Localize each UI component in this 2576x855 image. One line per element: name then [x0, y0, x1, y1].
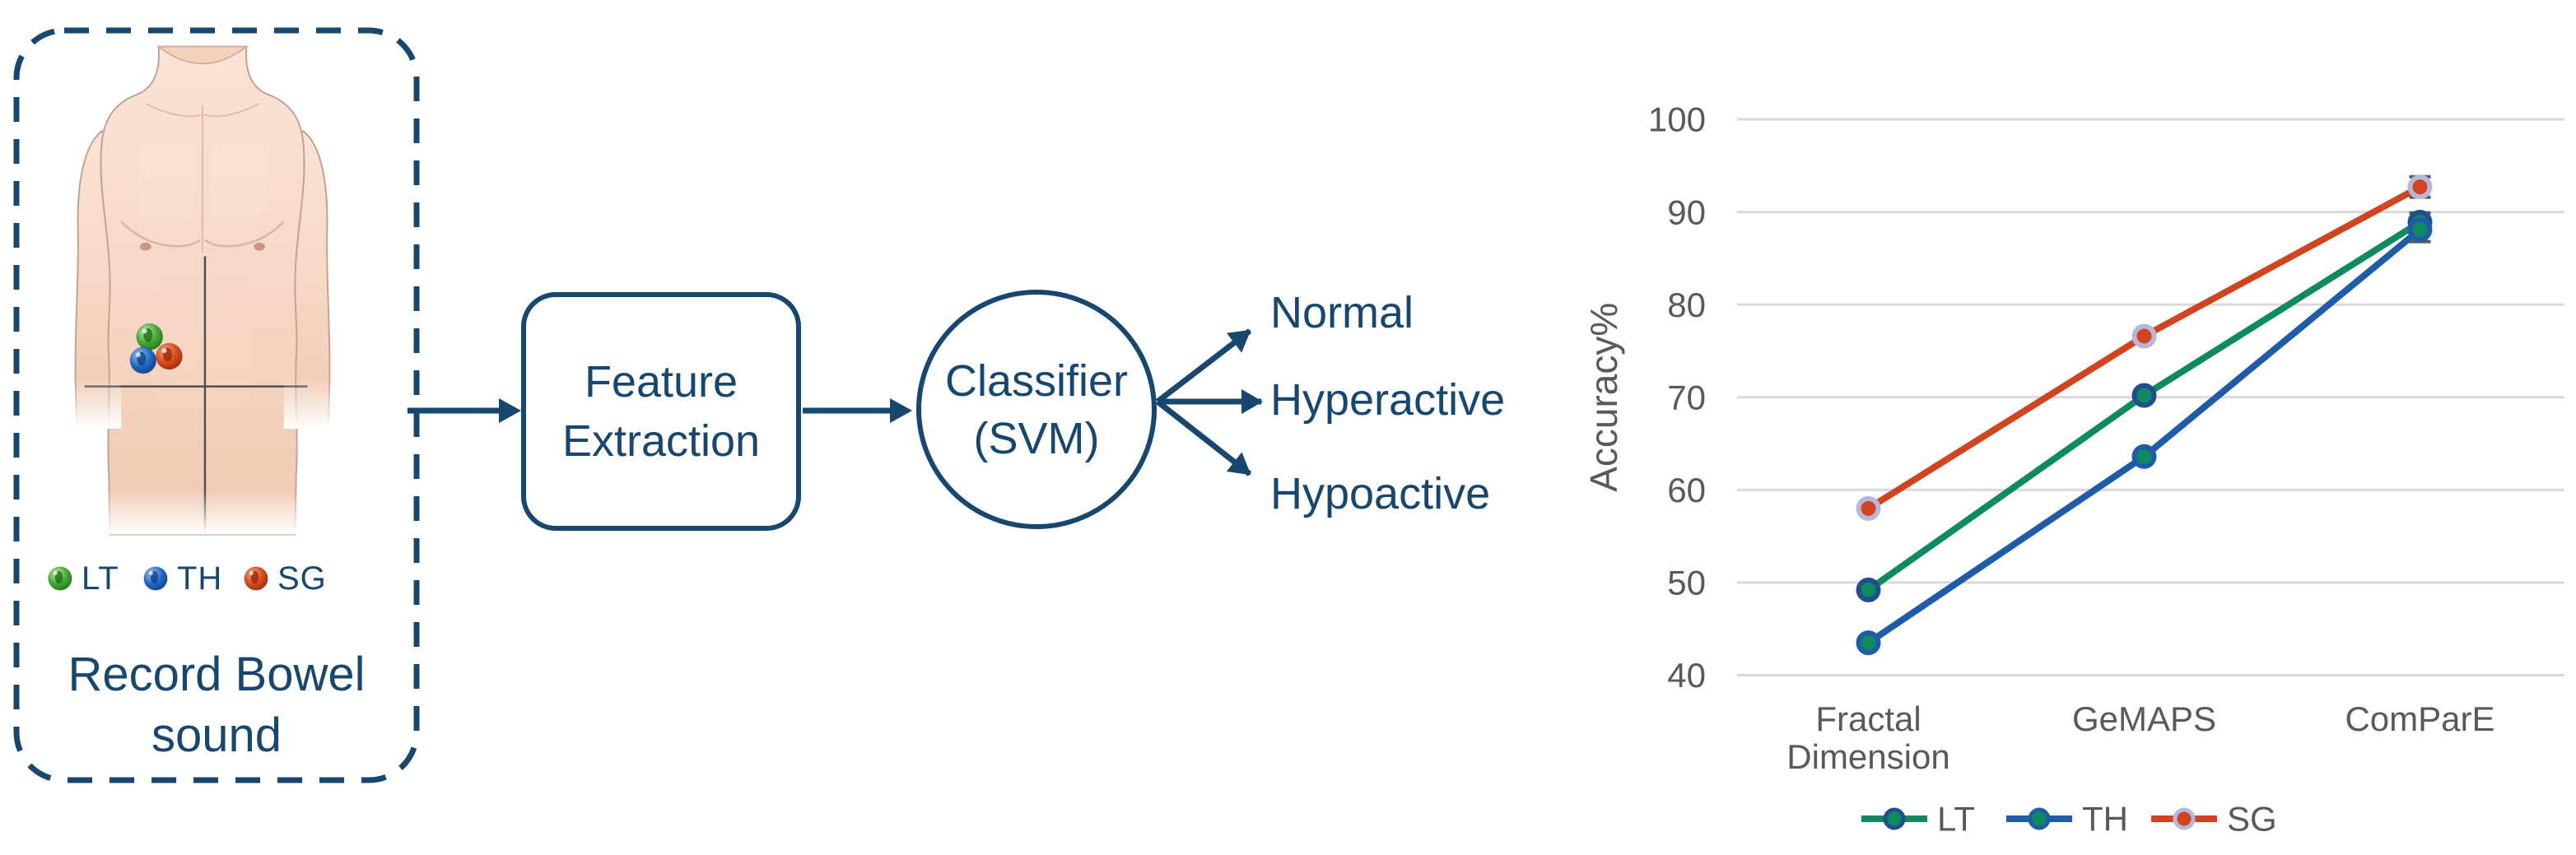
y-tick-label: 100 [1648, 100, 1706, 139]
x-category-label: Dimension [1786, 737, 1949, 776]
chest-highlight-right [210, 142, 267, 218]
legend-label-TH: TH [2082, 800, 2128, 839]
data-point-TH [1856, 630, 1881, 656]
legend-label-LT: LT [1937, 800, 1975, 839]
sensor-legend-item-sg: SG [242, 560, 327, 597]
classifier-output-arrows-icon [1155, 328, 1263, 476]
bottom-fade [64, 490, 341, 535]
y-axis-title: Accuracy% [1582, 303, 1625, 492]
pectoral-lines [120, 221, 285, 248]
feature-extraction-box: Feature Extraction [521, 292, 801, 531]
arm-fade-left [64, 378, 122, 429]
record-box-caption-line2: sound [151, 709, 282, 762]
collarbone-lines [145, 102, 260, 118]
output-label-hypoactive: Hypoactive [1270, 469, 1491, 518]
nipple-right [254, 242, 266, 251]
legend-marker-SG [2173, 807, 2196, 830]
data-point-SG [2407, 174, 2433, 200]
sensor-dot-th-on-body [129, 346, 157, 374]
sensor-label-lt: LT [82, 560, 119, 597]
feature-extraction-line2: Extraction [561, 416, 761, 466]
legend-label-SG: SG [2227, 800, 2277, 839]
y-tick-label: 40 [1667, 656, 1706, 695]
sg-sensor-dot-icon [244, 566, 268, 591]
th-sensor-dot-icon [143, 566, 168, 591]
x-category-label: Fractal [1815, 699, 1921, 738]
legend-marker-LT [1883, 807, 1906, 830]
sensor-label-th: TH [177, 560, 223, 597]
classifier-svm-circle: Classifier (SVM) [916, 290, 1157, 529]
y-tick-label: 80 [1667, 286, 1706, 324]
x-category-label: GeMAPS [2072, 699, 2216, 738]
abdomen-highlight [155, 278, 250, 409]
accuracy-chart: 40 50 60 70 80 90 100 Accuracy% FractalDimension… [1582, 100, 2564, 839]
nipple-left [139, 242, 151, 251]
neck-cut [156, 45, 249, 65]
record-bowel-sound-panel: LT TH SG Record Bowel sound [13, 27, 420, 784]
dashed-border [13, 27, 420, 783]
y-tick-label: 60 [1667, 471, 1706, 509]
dashed-border-rect [13, 27, 420, 783]
torso-illustration [64, 45, 341, 536]
data-point-LT [1856, 577, 1881, 602]
sensor-legend-item-th: TH [142, 560, 222, 597]
data-point-TH [2407, 216, 2433, 242]
series-line-TH [1865, 225, 2424, 647]
data-point-LT [2131, 383, 2157, 408]
lt-sensor-dot-icon [48, 566, 72, 591]
sensor-label-sg: SG [277, 560, 327, 597]
output-label-normal: Normal [1270, 288, 1414, 337]
sensor-dot-sg-on-body [156, 342, 183, 370]
arrow-record-to-feature-icon [408, 398, 521, 423]
arm-fade-right [283, 378, 341, 429]
chest-highlight-left [138, 142, 195, 218]
x-category-label: ComParE [2345, 699, 2494, 738]
record-box-caption: Record Bowel sound [13, 644, 420, 766]
y-tick-label: 90 [1667, 193, 1706, 231]
legend-marker-TH [2028, 807, 2051, 830]
output-label-hyperactive: Hyperactive [1270, 375, 1506, 425]
feature-extraction-line1: Feature [584, 357, 738, 407]
classifier-line2: (SVM) [973, 413, 1100, 463]
record-box-caption-line1: Record Bowel [68, 648, 366, 701]
data-point-TH [2131, 444, 2157, 469]
sensor-legend-item-lt: LT [46, 560, 119, 597]
arrow-feature-to-classifier-icon [803, 398, 912, 423]
data-point-SG [1856, 495, 1881, 521]
classifier-line1: Classifier [944, 355, 1129, 406]
sensor-dot-lt-on-body [136, 323, 164, 351]
y-tick-label: 50 [1667, 564, 1706, 602]
y-tick-label: 70 [1667, 378, 1706, 416]
data-point-SG [2131, 323, 2157, 349]
